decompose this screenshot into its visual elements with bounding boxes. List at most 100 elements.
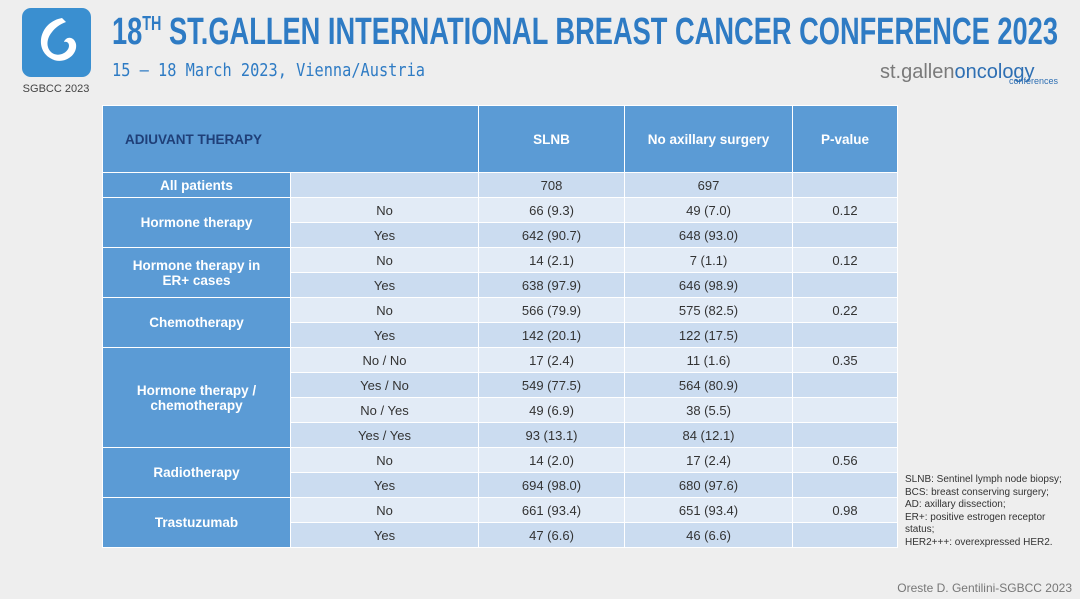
cell: 47 (6.6) — [478, 522, 625, 548]
cell: 646 (98.9) — [624, 272, 793, 298]
logo-mark — [40, 18, 77, 61]
cell: 0.98 — [792, 497, 898, 523]
cell: 38 (5.5) — [624, 397, 793, 423]
header-row: ADIUVANT THERAPY SLNB No axillary surgery P… — [102, 105, 898, 173]
cell: 93 (13.1) — [478, 422, 625, 448]
cell — [792, 422, 898, 448]
cell: 694 (98.0) — [478, 472, 625, 498]
cell: 84 (12.1) — [624, 422, 793, 448]
cell: 680 (97.6) — [624, 472, 793, 498]
cell: 549 (77.5) — [478, 372, 625, 398]
logo-caption: SGBCC 2023 — [23, 83, 90, 95]
group-label: Trastuzumab — [102, 497, 291, 548]
cell: 14 (2.1) — [478, 247, 625, 273]
cell — [792, 397, 898, 423]
title-rest: ST.GALLEN INTERNATIONAL BREAST CANCER CO… — [161, 11, 1058, 53]
table-row: Yes / Yes 93 (13.1) 84 (12.1) — [103, 422, 898, 448]
results-table: ADIUVANT THERAPY SLNB No axillary surgery P… — [102, 105, 898, 548]
cell: 49 (7.0) — [624, 197, 793, 223]
header-cell: ADIUVANT THERAPY — [102, 105, 479, 173]
footer: Oreste D. Gentilini-SGBCC 2023 — [897, 581, 1072, 595]
cell: No / Yes — [290, 397, 479, 423]
title: 18TH ST.GALLEN INTERNATIONAL BREAST CANC… — [112, 11, 1058, 53]
cell: Yes — [290, 522, 479, 548]
table-row: Hormone therapy in ER+ cases No 14 (2.1) 7 … — [102, 247, 898, 298]
cell: 0.35 — [792, 347, 898, 373]
table-row: Radiotherapy No 14 (2.0) 17 (2.4) 0.56 — [102, 447, 898, 498]
cell: Yes — [290, 472, 479, 498]
logo — [22, 8, 91, 77]
cell: 14 (2.0) — [478, 447, 625, 473]
group-label: All patients — [102, 172, 291, 198]
cell — [792, 522, 898, 548]
title-sup: TH — [142, 13, 161, 35]
table-row: Yes 638 (97.9) 646 (98.9) — [103, 272, 898, 298]
cell: 0.12 — [792, 247, 898, 273]
cell: 17 (2.4) — [624, 447, 793, 473]
group-label: Hormone therapy in ER+ cases — [102, 247, 291, 298]
table-row: All patients 708 697 — [102, 172, 898, 198]
cell: Yes / No — [290, 372, 479, 398]
header-cell: No axillary surgery — [624, 105, 793, 173]
cell: 642 (90.7) — [478, 222, 625, 248]
table-row: Hormone therapy No 66 (9.3) 49 (7.0) 0.12 — [102, 197, 898, 248]
cell: 7 (1.1) — [624, 247, 793, 273]
cell: 661 (93.4) — [478, 497, 625, 523]
table-row: Trastuzumab No 661 (93.4) 651 (93.4) 0.98 — [102, 497, 898, 548]
cell: 575 (82.5) — [624, 297, 793, 323]
cell — [792, 172, 898, 198]
cell: 708 — [478, 172, 625, 198]
header-cell: P-value — [792, 105, 898, 173]
cell — [290, 172, 479, 198]
brand-c: conferences — [1009, 76, 1059, 86]
table-row: Hormone therapy / chemotherapy No / No 17 … — [102, 347, 898, 448]
cell: 0.22 — [792, 297, 898, 323]
cell: 66 (9.3) — [478, 197, 625, 223]
cell: No — [290, 197, 479, 223]
group-label: Hormone therapy / chemotherapy — [102, 347, 291, 448]
note-line: HER2+++: overexpressed HER2. — [905, 536, 1053, 548]
cell: Yes — [290, 272, 479, 298]
note-line: SLNB: Sentinel lymph node biopsy; BCS: b… — [905, 474, 1062, 498]
brand: st.gallenoncology — [880, 61, 1035, 83]
cell — [792, 222, 898, 248]
table-row: Yes 642 (90.7) 648 (93.0) — [103, 222, 898, 248]
cell: 122 (17.5) — [624, 322, 793, 348]
table-row: Yes 47 (6.6) 46 (6.6) — [103, 522, 898, 548]
cell — [792, 272, 898, 298]
cell — [792, 372, 898, 398]
notes: SLNB: Sentinel lymph node biopsy; BCS: b… — [905, 474, 1075, 549]
group-label: Chemotherapy — [102, 297, 291, 348]
cell: 0.56 — [792, 447, 898, 473]
subtitle: 15 – 18 March 2023, Vienna/Austria — [112, 60, 425, 81]
cell: Yes / Yes — [290, 422, 479, 448]
cell: 49 (6.9) — [478, 397, 625, 423]
brand-a: st.gallen — [880, 61, 955, 83]
cell: 11 (1.6) — [624, 347, 793, 373]
cell — [792, 322, 898, 348]
group-label: Radiotherapy — [102, 447, 291, 498]
cell: No — [290, 247, 479, 273]
cell: 648 (93.0) — [624, 222, 793, 248]
note-line: ER+: positive estrogen receptor status; — [905, 511, 1046, 536]
cell: No — [290, 297, 479, 323]
cell — [792, 472, 898, 498]
cell: 142 (20.1) — [478, 322, 625, 348]
group-label: Hormone therapy — [102, 197, 291, 248]
cell: 638 (97.9) — [478, 272, 625, 298]
note-line: AD: axillary dissection; — [905, 499, 1006, 510]
cell: No — [290, 447, 479, 473]
title-number: 18 — [112, 11, 142, 53]
cell: 17 (2.4) — [478, 347, 625, 373]
brand-b: oncology — [955, 61, 1035, 83]
cell: 564 (80.9) — [624, 372, 793, 398]
table-row: No / Yes 49 (6.9) 38 (5.5) — [103, 397, 898, 423]
cell: No — [290, 497, 479, 523]
header-cell: SLNB — [478, 105, 625, 173]
cell: 566 (79.9) — [478, 297, 625, 323]
cell: No / No — [290, 347, 479, 373]
cell: Yes — [290, 322, 479, 348]
cell: 651 (93.4) — [624, 497, 793, 523]
cell: 0.12 — [792, 197, 898, 223]
